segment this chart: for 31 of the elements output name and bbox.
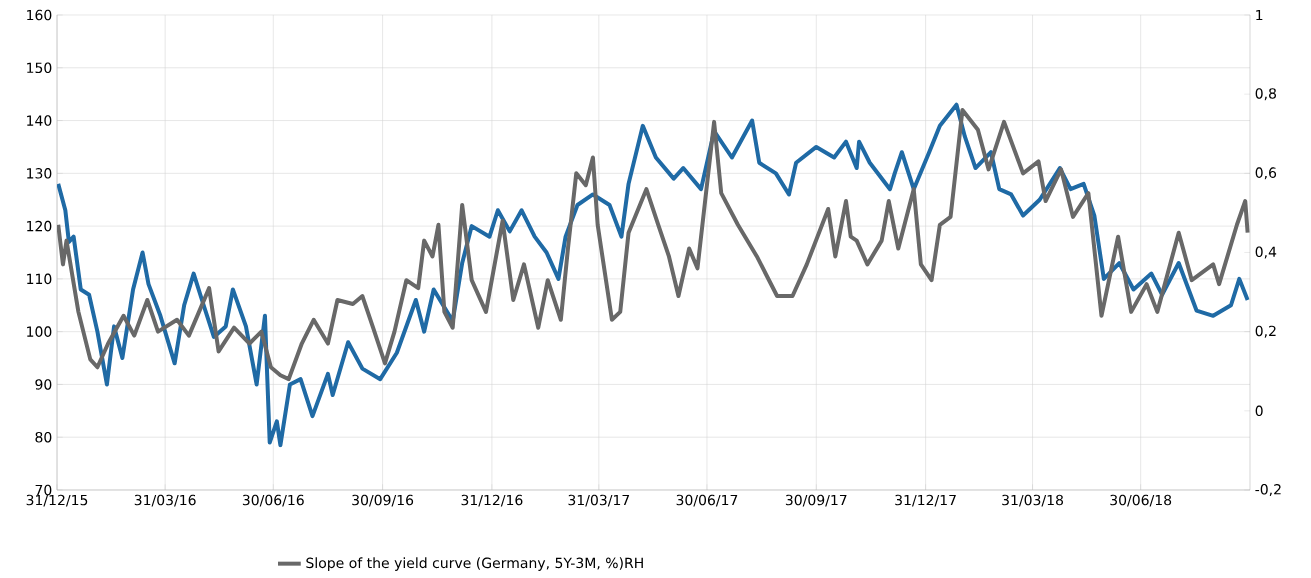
y2-tick-label: -0,2	[1255, 483, 1281, 496]
y-tick-label: 140	[27, 115, 52, 126]
y2-tick-label: 0,2	[1255, 325, 1276, 338]
y-tick-label: 100	[27, 326, 52, 337]
x-tick-label: 30/09/17	[785, 494, 847, 507]
x-tick-label: 31/12/16	[461, 494, 523, 507]
x-tick-label: 30/09/16	[352, 494, 414, 507]
x-tick-label: 30/06/18	[1110, 494, 1172, 507]
x-tick-label: 31/12/15	[26, 494, 88, 507]
x-tick-label: 31/03/18	[1002, 494, 1064, 507]
y2-tick-label: 0,6	[1255, 167, 1277, 180]
y-tick-label: 150	[27, 62, 52, 74]
y-tick-label: 160	[27, 9, 52, 21]
x-tick-label: 30/06/16	[242, 494, 304, 507]
x-tick-label: 31/12/17	[895, 494, 956, 507]
x-tick-label: 30/06/17	[676, 494, 738, 507]
line-series	[57, 107, 1250, 382]
y-tick-label: 120	[27, 220, 52, 232]
y-tick-label: 80	[35, 431, 52, 443]
y-tick-label: 110	[27, 273, 52, 285]
y2-tick-label: 0,4	[1255, 246, 1277, 259]
y-tick-label: 130	[27, 168, 52, 179]
line-series	[57, 102, 1250, 448]
y2-tick-label: 0,8	[1255, 88, 1277, 101]
x-tick-label: 31/03/17	[568, 494, 630, 507]
y2-tick-label: 1	[1256, 9, 1263, 21]
x-tick-label: 31/03/16	[134, 494, 196, 507]
y-tick-label: 70	[35, 484, 52, 496]
y2-tick-label: 0	[1255, 405, 1263, 417]
y-tick-label: 90	[35, 379, 52, 390]
legend-label: Slope of the yield curve (Germany, 5Y-3M, %)RH	[306, 557, 643, 571]
